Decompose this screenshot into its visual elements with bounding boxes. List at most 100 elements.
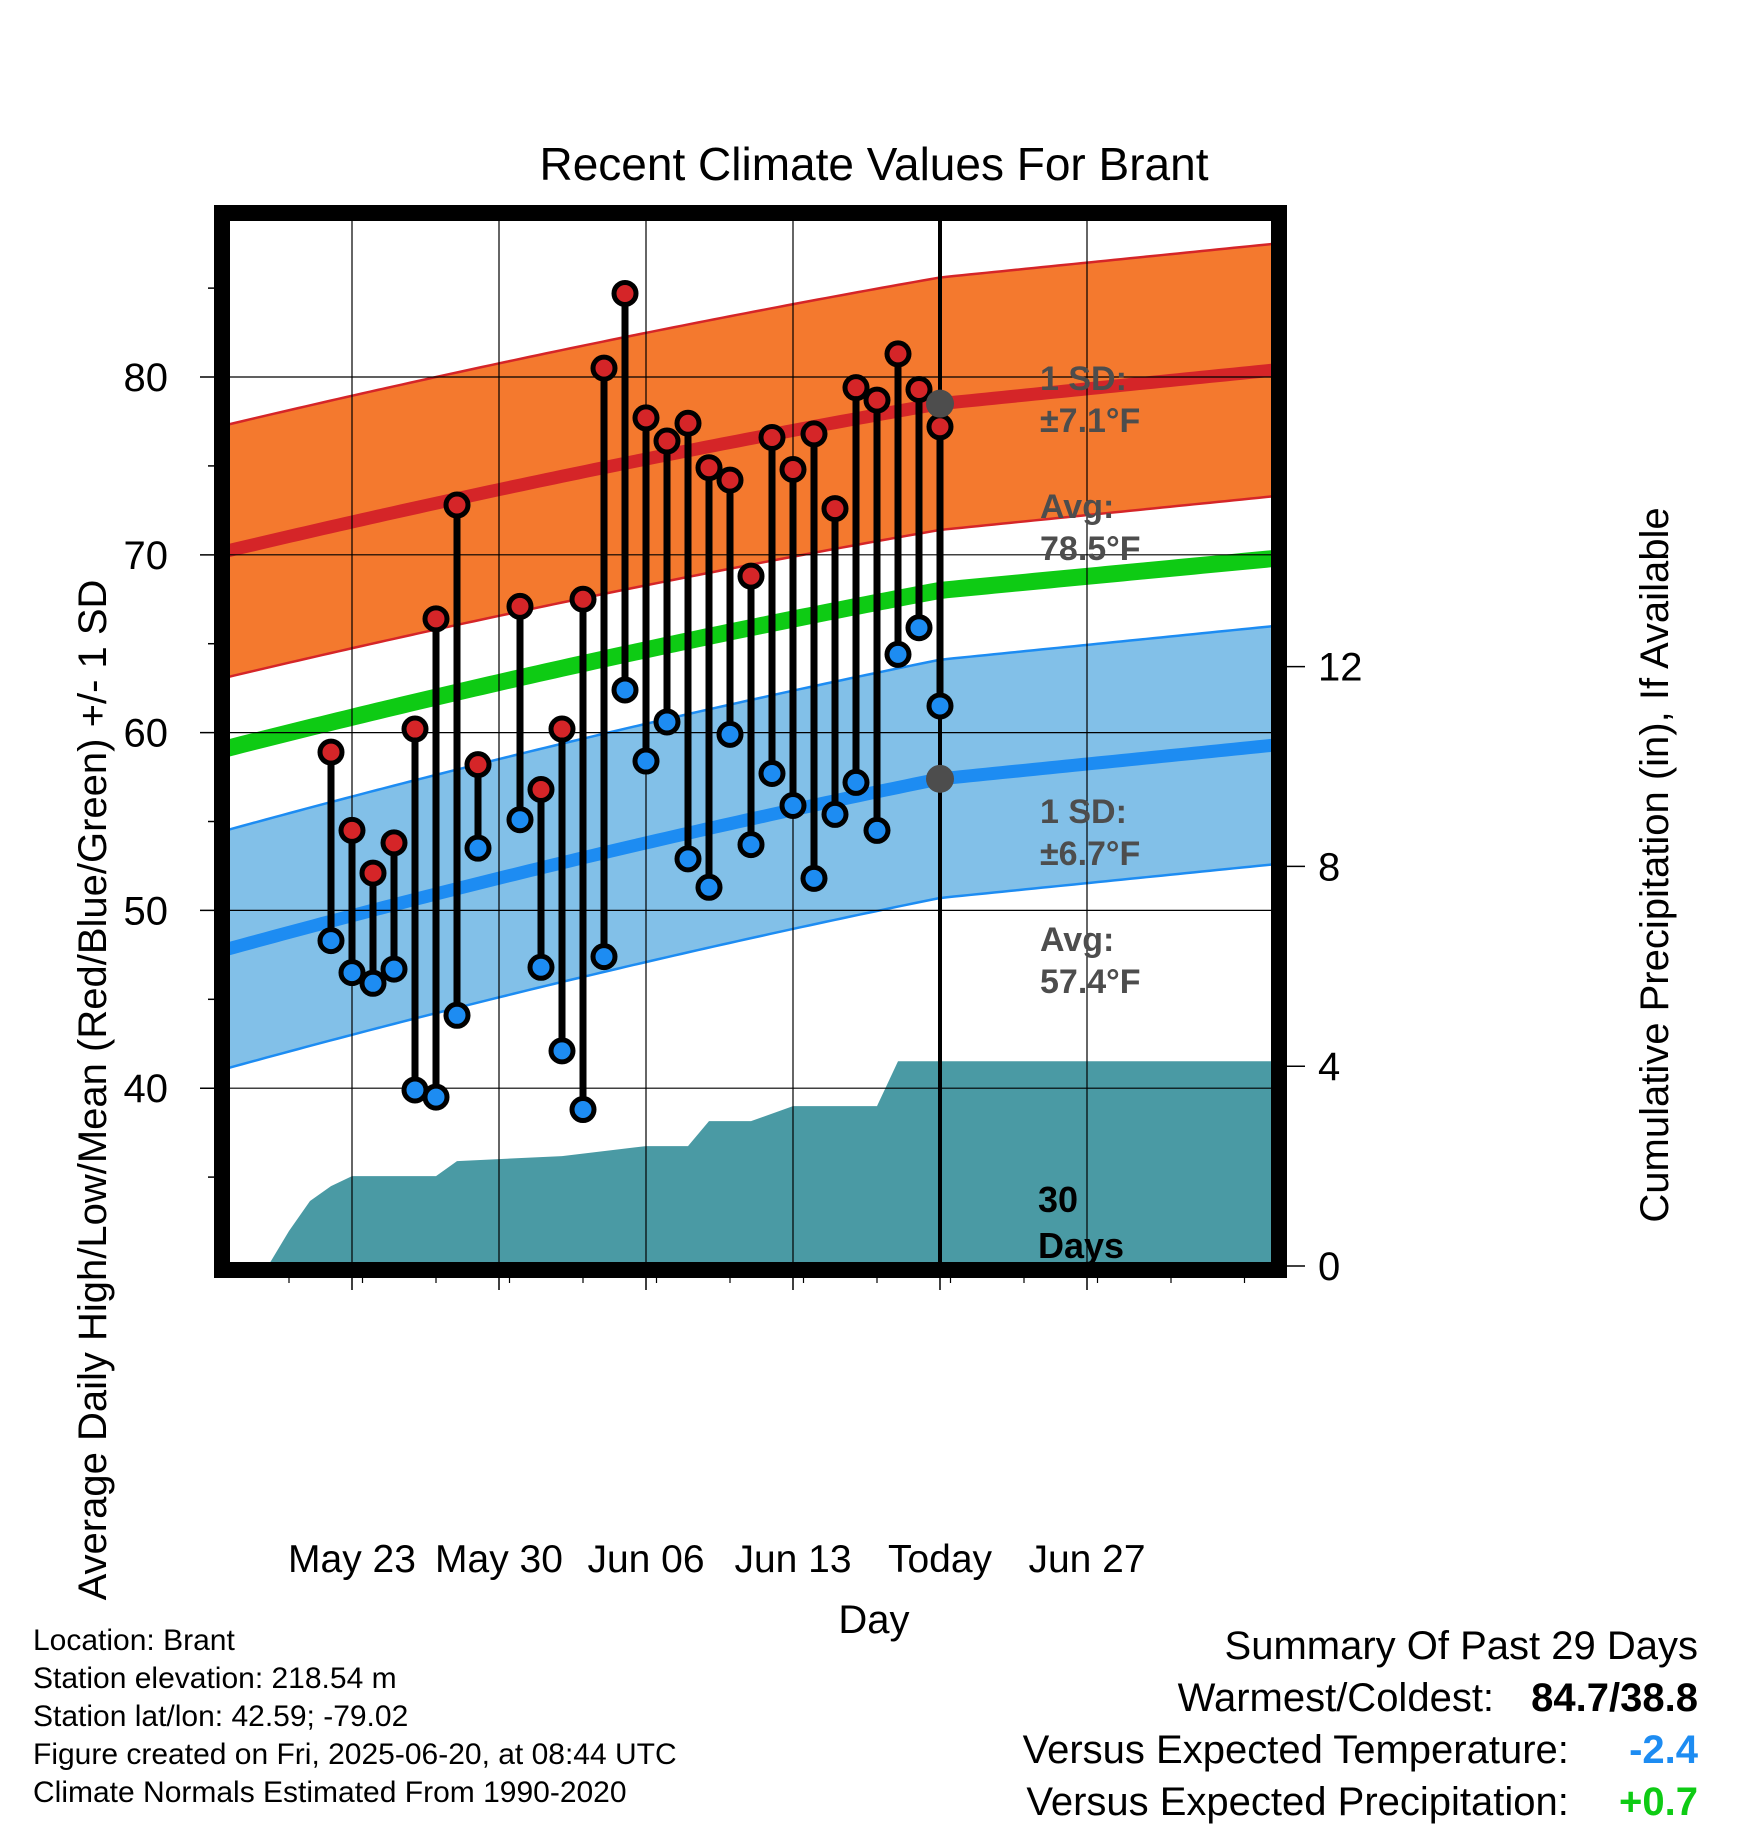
observed-high-point [674, 409, 702, 437]
y-tick-label: 70 [124, 534, 169, 578]
y2-tick-label: 4 [1318, 1045, 1340, 1089]
summary-panel: Summary Of Past 29 Days Warmest/Coldest:… [1023, 1620, 1698, 1828]
low-sd-label: 1 SD: [1040, 793, 1127, 831]
observed-low-point [695, 873, 723, 901]
observed-high-point [716, 466, 744, 494]
y-tick-label: 60 [124, 712, 169, 756]
high-sd-band-upper-edge [226, 242, 1275, 427]
y2-axis-title: Cumulative Precipitation (in), If Availa… [1633, 507, 1677, 1222]
days-label-word: Days [1038, 1225, 1124, 1266]
x-tick-label: Jun 06 [587, 1538, 704, 1581]
observed-low-point [359, 969, 387, 997]
observed-high-point [800, 420, 828, 448]
observed-low-point [464, 834, 492, 862]
observed-low-point [590, 943, 618, 971]
observed-high-point [821, 495, 849, 523]
observed-low-point [632, 747, 660, 775]
y-tick-label: 50 [124, 889, 169, 933]
today-low-normal-marker [926, 764, 954, 793]
observed-high-point [926, 413, 954, 441]
days-label-number: 30 [1038, 1179, 1078, 1220]
plot-frame [214, 205, 1287, 1278]
observed-low-point [905, 614, 933, 642]
normals-text: Climate Normals Estimated From 1990-2020 [33, 1776, 627, 1809]
observed-low-point [926, 692, 954, 720]
precip-area [226, 1061, 1275, 1266]
observed-low-point [653, 708, 681, 736]
observed-low-point [758, 760, 786, 788]
observed-low-point [317, 927, 345, 955]
observed-high-point [548, 715, 576, 743]
high-sd-value: ±7.1°F [1040, 402, 1140, 440]
station-info: Location: Brant Station elevation: 218.5… [33, 1622, 677, 1812]
observed-low-point [863, 816, 891, 844]
y-tick-label: 40 [124, 1067, 169, 1111]
observed-high-point [422, 605, 450, 633]
observed-low-point [821, 800, 849, 828]
y2-tick-label: 0 [1318, 1245, 1340, 1289]
x-tick-label: Today [888, 1538, 993, 1581]
observed-low-point [737, 831, 765, 859]
observed-high-point [905, 375, 933, 403]
observed-low-point [611, 676, 639, 704]
location-text: Location: Brant [33, 1624, 235, 1657]
observed-high-point [863, 386, 891, 414]
summary-extremes-row: Warmest/Coldest: 84.7/38.8 [1023, 1672, 1698, 1724]
observed-high-point [590, 354, 618, 382]
precip-anomaly-value: +0.7 [1619, 1780, 1698, 1824]
observed-high-point [884, 340, 912, 368]
observed-low-point [779, 792, 807, 820]
low-avg-label: Avg: [1040, 921, 1114, 959]
plot-area: 1 SD: ±7.1°F Avg: 78.5°F 1 SD: ±6.7°F Avg: 57.4… [124, 205, 1363, 1581]
created-text: Figure created on Fri, 2025-06-20, at 08… [33, 1738, 677, 1771]
summary-precip-row: Versus Expected Precipitation: +0.7 [1023, 1776, 1698, 1828]
observed-low-point [506, 806, 534, 834]
x-tick-label: Jun 13 [734, 1538, 851, 1581]
low-avg-value: 57.4°F [1040, 963, 1141, 1001]
observed-high-point [569, 585, 597, 613]
observed-low-point [716, 720, 744, 748]
observed-high-point [758, 423, 786, 451]
observed-high-point [443, 491, 471, 519]
high-avg-value: 78.5°F [1040, 530, 1141, 568]
observed-high-point [842, 374, 870, 402]
summary-temp-row: Versus Expected Temperature: -2.4 [1023, 1724, 1698, 1776]
high-avg-label: Avg: [1040, 488, 1114, 526]
high-sd-band [226, 243, 1275, 678]
warm-cold-label: Warmest/Coldest: [1177, 1676, 1495, 1720]
observed-high-point [380, 829, 408, 857]
x-tick-label: May 23 [288, 1538, 416, 1581]
observed-low-point [800, 864, 828, 892]
warm-cold-value: 84.7/38.8 [1531, 1676, 1698, 1720]
latlon-text: Station lat/lon: 42.59; -79.02 [33, 1700, 409, 1733]
observed-high-point [695, 454, 723, 482]
observed-low-point [674, 845, 702, 873]
observed-low-point [380, 955, 408, 983]
observed-high-point [506, 592, 534, 620]
x-tick-label: May 30 [435, 1538, 563, 1581]
y-axis-title: Average Daily High/Low/Mean (Red/Blue/Gr… [71, 580, 115, 1601]
temp-anomaly-value: -2.4 [1629, 1728, 1698, 1772]
observed-high-point [527, 776, 555, 804]
observed-low-point [548, 1037, 576, 1065]
observed-low-point [569, 1096, 597, 1124]
observed-high-point [464, 751, 492, 779]
y-tick-label: 80 [124, 356, 169, 400]
today-high-normal-marker [926, 389, 954, 418]
summary-heading: Summary Of Past 29 Days [1224, 1624, 1698, 1668]
x-axis-title: Day [838, 1598, 909, 1642]
normal-high-line [226, 363, 1275, 558]
precip-anomaly-label: Versus Expected Precipitation: [1026, 1780, 1569, 1824]
observed-low-point [338, 959, 366, 987]
observed-high-point [401, 715, 429, 743]
observed-low-point [842, 768, 870, 796]
elevation-text: Station elevation: 218.54 m [33, 1662, 397, 1695]
observed-low-point [443, 1001, 471, 1029]
low-sd-value: ±6.7°F [1040, 835, 1140, 873]
observed-high-point [632, 404, 660, 432]
observed-high-point [737, 562, 765, 590]
observed-high-point [338, 816, 366, 844]
low-sd-band-lower-edge [226, 862, 1275, 1070]
observed-high-point [611, 279, 639, 307]
